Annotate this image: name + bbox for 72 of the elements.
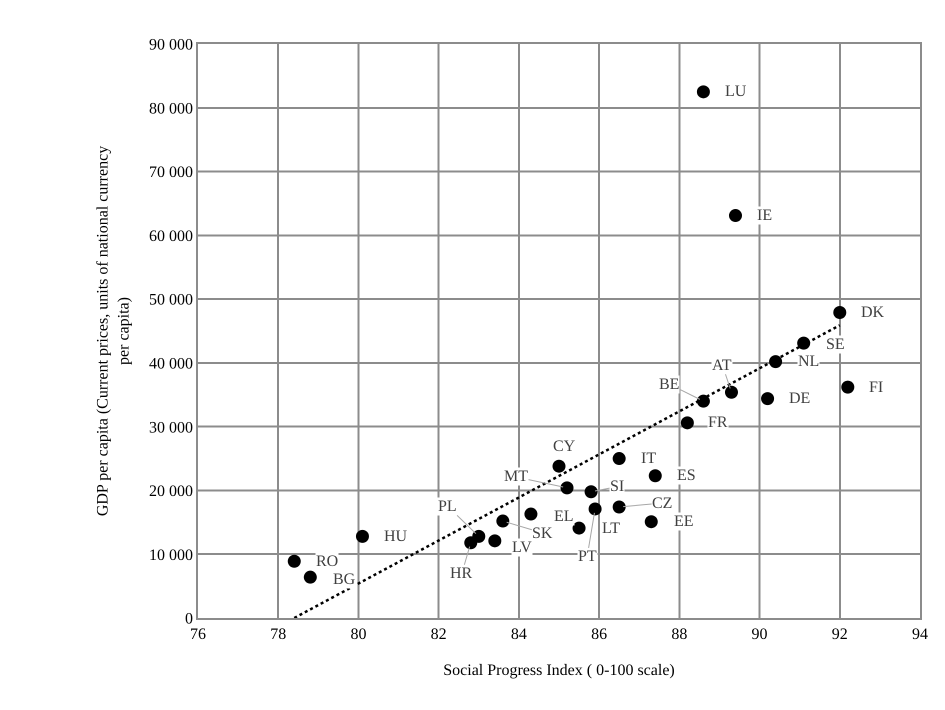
y-tick-label: 50 000 (149, 292, 194, 309)
x-tick-label: 90 (752, 626, 768, 643)
x-tick-label: 76 (190, 626, 206, 643)
x-tick-label: 78 (270, 626, 286, 643)
y-tick-label: 70 000 (149, 164, 194, 182)
annotation: LT (602, 520, 620, 537)
point (841, 380, 854, 394)
annotation: LU (725, 83, 747, 100)
x-tick-label: 84 (510, 626, 527, 643)
annotation: SK (532, 525, 553, 542)
point (304, 570, 317, 584)
point (560, 481, 574, 494)
point (488, 534, 502, 548)
point (648, 469, 662, 482)
point (496, 514, 510, 528)
annotation: SE (826, 336, 845, 353)
point (472, 530, 486, 543)
annotation: BE (659, 376, 680, 393)
point (761, 392, 774, 406)
y-tick-label: 20 000 (149, 483, 194, 500)
point (612, 452, 626, 466)
point (588, 502, 602, 516)
annotation: HR (450, 565, 473, 582)
point (524, 508, 538, 521)
annotation: NL (798, 353, 820, 370)
x-tick-label: 92 (832, 626, 848, 643)
x-tick-label: 94 (912, 626, 928, 643)
point (696, 85, 710, 98)
annotation: BG (333, 571, 356, 588)
annotation: LV (512, 539, 532, 556)
y-tick-label: 60 000 (149, 228, 194, 245)
annotation: DE (789, 390, 810, 407)
point (724, 386, 738, 399)
annotation: PL (438, 498, 457, 515)
annotation: RO (316, 553, 338, 570)
annotation: EL (554, 508, 574, 525)
annotation: EE (674, 513, 694, 530)
annotation: DK (861, 304, 885, 321)
point (356, 530, 369, 543)
annotation: IE (757, 207, 772, 224)
y-tick-label: 80 000 (149, 100, 194, 118)
x-tick-label: 88 (671, 626, 688, 643)
x-tick-label: 86 (591, 626, 608, 643)
point (833, 306, 846, 319)
annotation: HU (384, 528, 408, 545)
annotation: CZ (652, 495, 672, 512)
point (728, 209, 742, 222)
y-tick-label: 10 000 (149, 546, 194, 564)
point (612, 500, 626, 514)
y-tick-label: 0 (185, 610, 194, 628)
point (572, 522, 586, 535)
annotation: PT (578, 548, 597, 565)
point (680, 416, 694, 430)
point (552, 460, 566, 473)
annotation: FR (708, 414, 728, 431)
annotation: CY (553, 438, 576, 455)
y-tick-label: 90 000 (149, 36, 194, 54)
annotation: AT (712, 357, 732, 374)
y-tick-label: 30 000 (149, 419, 194, 436)
y-tick-label: 40 000 (149, 355, 194, 372)
annotation: MT (504, 468, 528, 485)
annotation: IT (641, 450, 656, 467)
annotation: FI (869, 379, 884, 396)
x-axis-title: Social Progress Index ( 0-100 scale) (443, 662, 675, 680)
y-axis-title: GDP per capita (Current prices, units of national currency per capita) (94, 146, 132, 516)
point (584, 485, 598, 498)
point (644, 515, 658, 528)
point (288, 554, 301, 568)
x-tick-label: 82 (430, 626, 447, 643)
x-tick-label: 80 (350, 626, 366, 643)
annotation: ES (677, 467, 696, 484)
annotation: SI (610, 478, 624, 495)
